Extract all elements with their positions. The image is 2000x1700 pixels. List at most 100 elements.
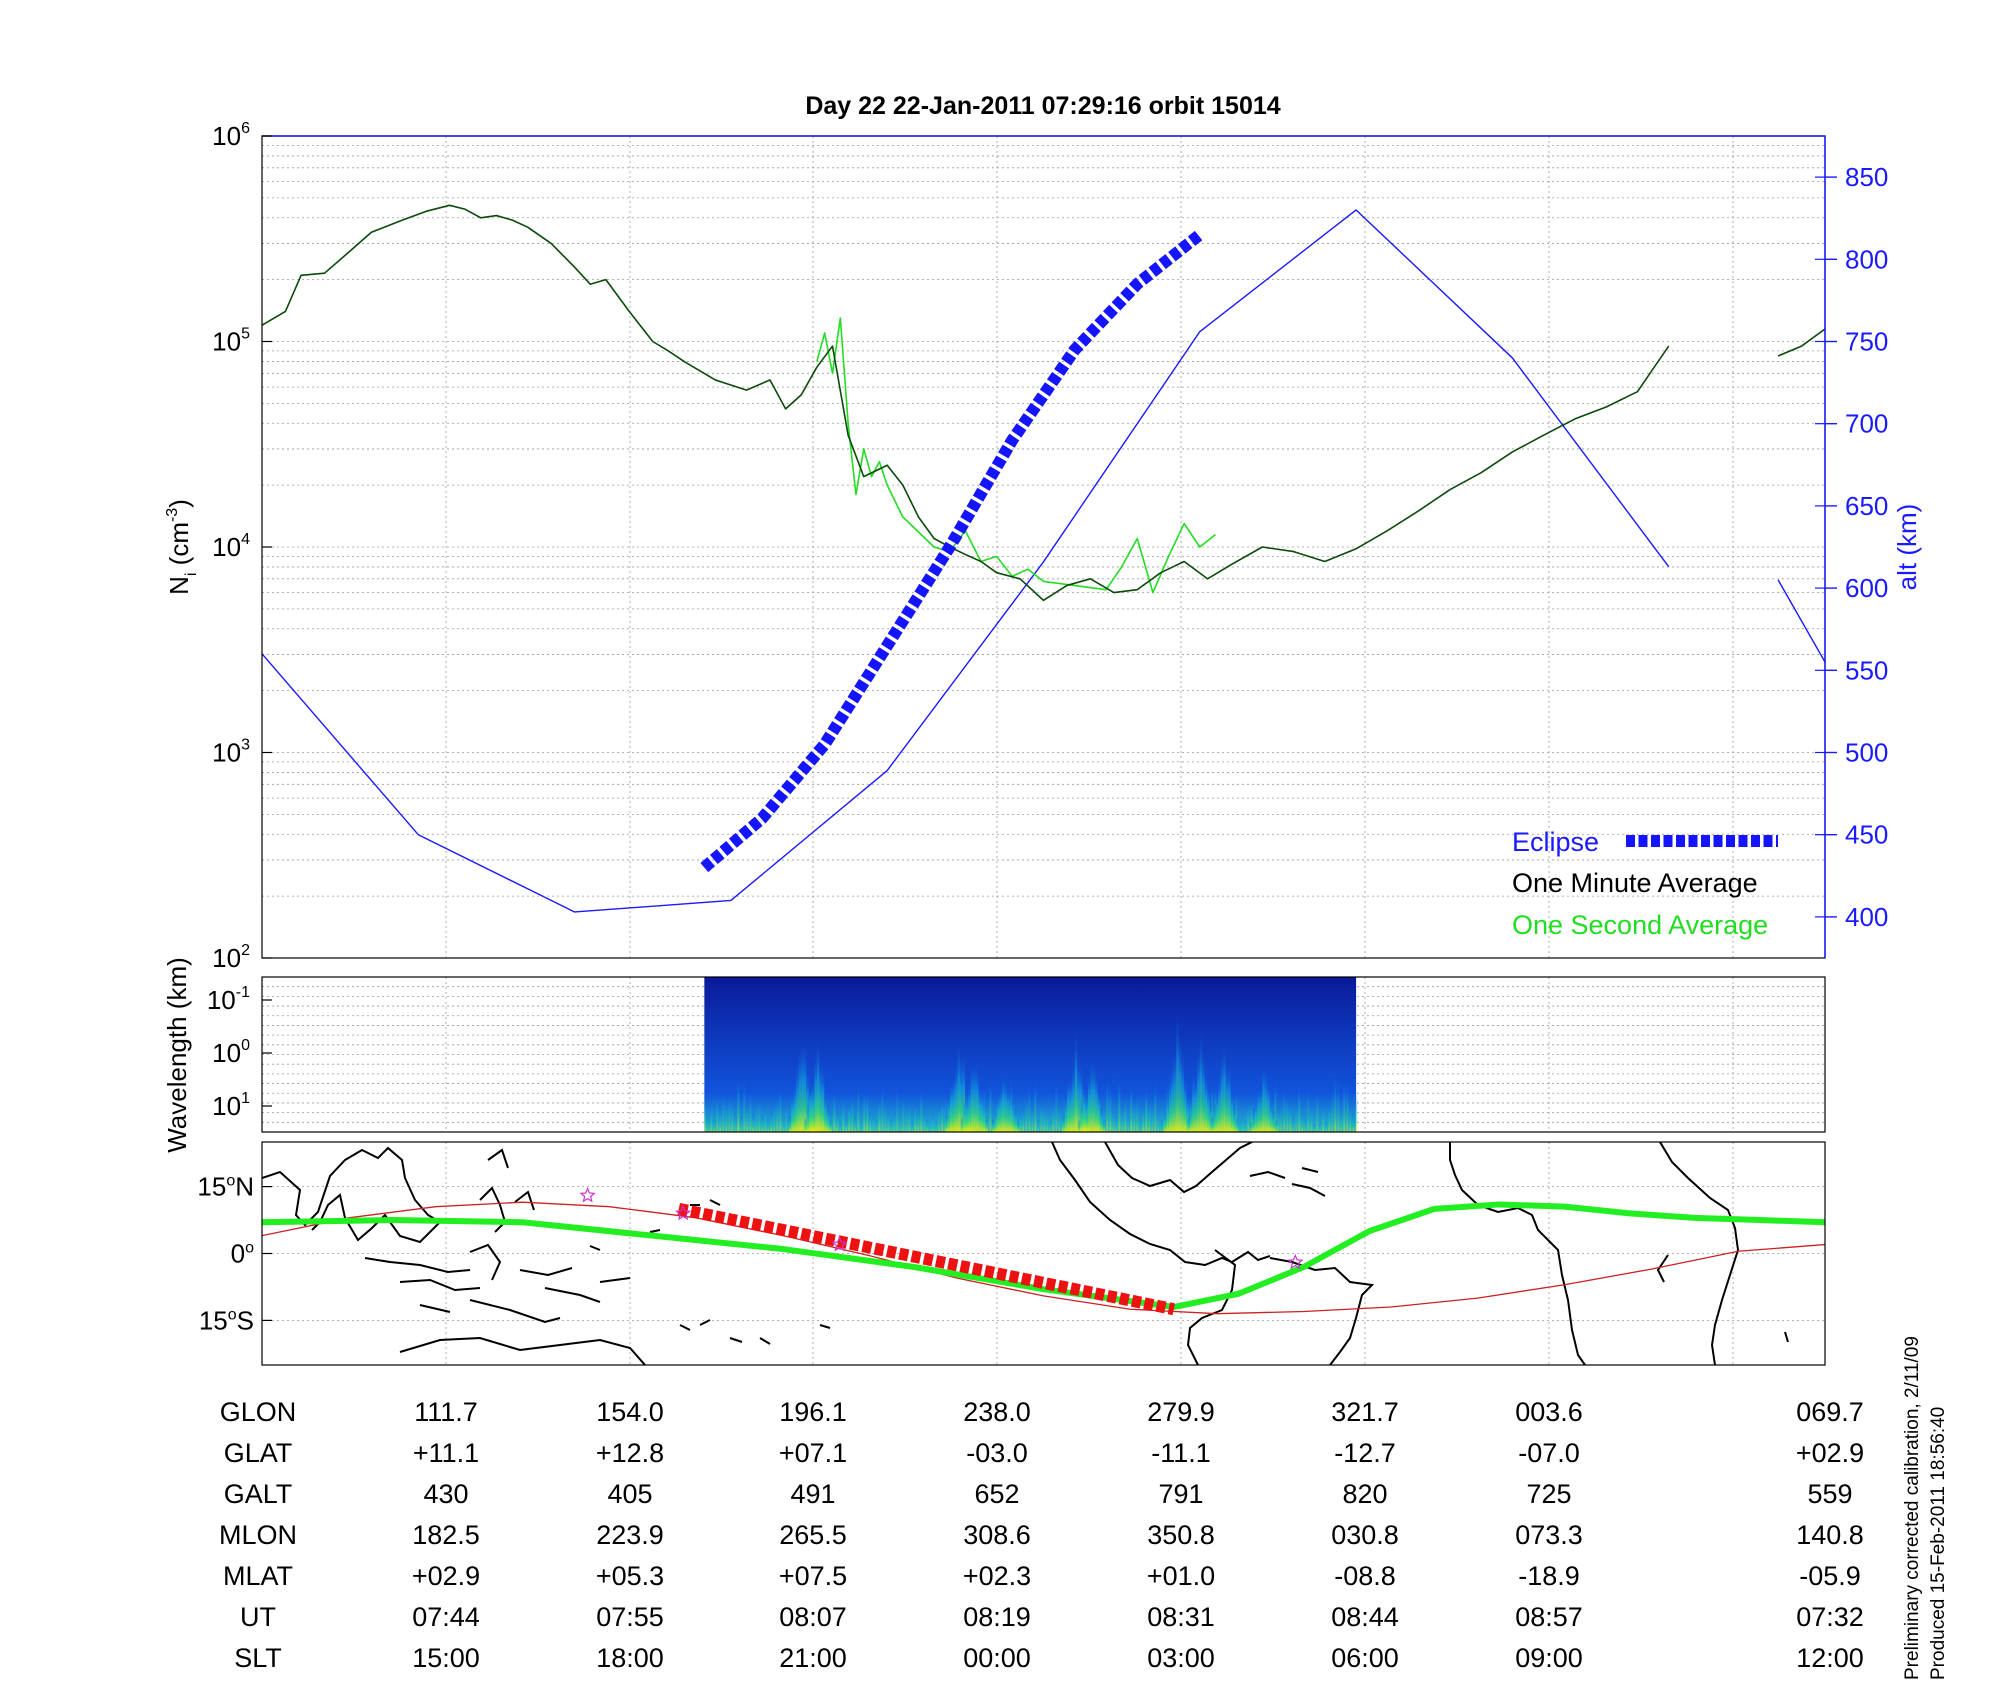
density-tick-label: 102 <box>212 942 250 973</box>
spectrogram-column <box>1277 1102 1280 1132</box>
table-cell: 559 <box>1807 1479 1852 1509</box>
spectrogram-column <box>1118 1069 1121 1132</box>
spectrogram-burst <box>1085 1086 1088 1132</box>
table-cell: -18.9 <box>1518 1561 1580 1591</box>
table-row-label: MLON <box>219 1520 297 1550</box>
spectrogram-burst <box>1228 1060 1231 1132</box>
spectrogram-column <box>896 1078 899 1132</box>
table-cell: 07:44 <box>412 1602 480 1632</box>
spectrogram-burst <box>1233 1103 1236 1132</box>
spectrogram-column <box>1307 1080 1310 1132</box>
spectrogram-column <box>722 1085 725 1132</box>
star-marker <box>579 1186 596 1203</box>
spectrogram-column <box>842 1089 845 1132</box>
spectrogram-column <box>1343 1072 1346 1132</box>
altitude-tick-label: 550 <box>1845 655 1888 685</box>
spectrogram-column <box>716 1089 719 1132</box>
spectrogram-burst <box>1178 1029 1182 1132</box>
table-cell: 182.5 <box>412 1520 480 1550</box>
spectrogram-column <box>1355 1090 1358 1132</box>
table-cell: 279.9 <box>1147 1397 1215 1427</box>
spectrogram-column <box>854 1115 857 1132</box>
tick-exp: 3 <box>241 737 250 754</box>
lat-number: 0 <box>231 1239 245 1269</box>
spectrogram-burst <box>1249 1121 1253 1132</box>
coastlines <box>262 1142 1789 1365</box>
spectrogram-burst <box>1069 1071 1073 1132</box>
spectrogram-column <box>893 1109 896 1132</box>
spectrogram-burst <box>1220 1048 1224 1132</box>
altitude-tick-label: 400 <box>1845 902 1888 932</box>
table-cell: 308.6 <box>963 1520 1031 1550</box>
one-minute-average-line <box>262 204 1670 602</box>
table-cell: +11.1 <box>413 1438 479 1468</box>
spectrogram-column <box>1325 1121 1328 1132</box>
spectrogram-burst <box>811 1074 815 1132</box>
spectrogram-burst <box>970 1058 974 1132</box>
spectrogram-column <box>1301 1110 1304 1132</box>
table-cell: -08.8 <box>1334 1561 1396 1591</box>
lat-tick-label: 15oN <box>197 1172 254 1202</box>
spectrogram-burst <box>1064 1092 1068 1132</box>
spectrogram-burst <box>1215 1087 1219 1132</box>
tick-base: 10 <box>212 943 241 973</box>
spectrogram-burst <box>1264 1065 1268 1132</box>
spectrogram-burst <box>1272 1108 1275 1132</box>
spectrogram-column <box>755 1097 758 1132</box>
spectrogram-column <box>902 1087 905 1132</box>
lat-number: 15 <box>199 1305 228 1335</box>
table-cell: 238.0 <box>963 1397 1031 1427</box>
table-cell: 07:32 <box>1796 1602 1864 1632</box>
spectrogram-burst <box>1067 1074 1070 1132</box>
altitude-axis-label: alt (km) <box>1892 504 1922 591</box>
table-cell: 18:00 <box>596 1643 664 1673</box>
spectrogram-column <box>1136 1088 1139 1132</box>
spectrogram-column <box>1331 1079 1334 1132</box>
spectrogram-column <box>989 1073 992 1132</box>
spectrogram-burst <box>798 1042 802 1132</box>
table-cell: 265.5 <box>779 1520 847 1550</box>
table-cell: 08:31 <box>1147 1602 1215 1632</box>
spectrogram-burst <box>1095 1067 1098 1132</box>
spectrogram-column <box>743 1069 746 1132</box>
spectrogram-column <box>839 1121 842 1132</box>
spectrogram-burst <box>1192 1069 1195 1132</box>
table-cell: 09:00 <box>1515 1643 1583 1673</box>
table-cell: 154.0 <box>596 1397 664 1427</box>
table-cell: 08:44 <box>1331 1602 1399 1632</box>
spectrogram-burst <box>983 1100 986 1132</box>
table-cell: 405 <box>607 1479 652 1509</box>
star-marker <box>1287 1253 1304 1270</box>
spectrogram-burst <box>1189 1092 1193 1132</box>
spectrogram-burst <box>1062 1113 1065 1132</box>
spectrogram-column <box>932 1111 935 1132</box>
tick-exp: -1 <box>236 984 250 1001</box>
spectrogram-burst <box>829 1118 832 1132</box>
spectrogram-column <box>1046 1103 1049 1132</box>
spectrogram-column <box>908 1095 911 1132</box>
spectrogram-column <box>779 1080 782 1132</box>
spectrogram-burst <box>960 1116 964 1132</box>
spectrogram-column <box>899 1112 902 1132</box>
spectrogram-burst <box>985 1116 989 1132</box>
spectrogram-column <box>1283 1079 1286 1132</box>
spectrogram-column <box>1319 1120 1322 1132</box>
spectrogram-burst <box>821 1061 825 1132</box>
spectrogram-column <box>1328 1098 1331 1132</box>
spectrogram-column <box>851 1089 854 1132</box>
spectrogram-column <box>1112 1106 1115 1132</box>
spectrogram-column <box>731 1091 734 1132</box>
altitude-y-ticks: 400 450 500 550 600 650 700 750 800 850 <box>1815 162 1888 932</box>
spectrogram-burst <box>1079 1057 1083 1132</box>
spectrogram-burst <box>1213 1102 1216 1132</box>
spectrogram-burst <box>947 1091 951 1132</box>
spectrogram-column <box>749 1085 752 1132</box>
spectrogram-burst <box>1210 1117 1214 1132</box>
spectrogram-column <box>1274 1073 1277 1132</box>
table-cell: 030.8 <box>1331 1520 1399 1550</box>
table-cell: 791 <box>1158 1479 1203 1509</box>
altitude-tick-label: 450 <box>1845 820 1888 850</box>
table-row-label: GLAT <box>224 1438 293 1468</box>
table-cell: 223.9 <box>596 1520 664 1550</box>
